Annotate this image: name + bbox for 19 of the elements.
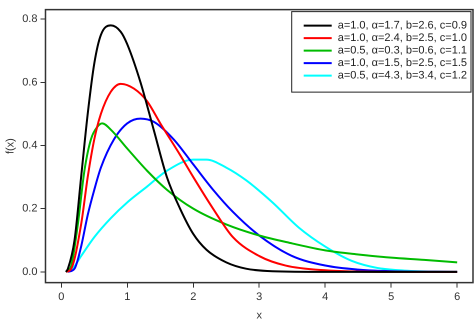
legend-label: a=1.0, α=1.7, b=2.6, c=0.9: [338, 20, 468, 32]
legend-label: a=1.0, α=1.5, b=2.5, c=1.5: [338, 57, 468, 70]
y-tick-label: 0.0: [22, 266, 38, 278]
legend-label: a=0.5, α=4.3, b=3.4, c=1.2: [338, 70, 468, 82]
x-tick-label: 1: [124, 291, 130, 304]
x-tick-label: 0: [58, 291, 64, 304]
x-axis-title: x: [256, 309, 262, 322]
y-tick-label: 0.8: [22, 13, 38, 26]
legend-label: a=0.5, α=0.3, b=0.6, c=1.1: [338, 44, 468, 57]
y-axis-title: f(x): [4, 138, 17, 154]
x-tick-label: 4: [322, 291, 328, 304]
x-tick-label: 6: [454, 291, 460, 304]
legend-label: a=1.0, α=2.4, b=2.5, c=1.0: [338, 32, 468, 44]
x-tick-label: 5: [388, 291, 394, 304]
x-tick-label: 3: [256, 291, 262, 304]
y-tick-label: 0.4: [22, 140, 38, 152]
y-tick-label: 0.2: [22, 202, 38, 215]
x-tick-label: 2: [190, 291, 196, 304]
y-tick-label: 0.6: [22, 76, 38, 88]
